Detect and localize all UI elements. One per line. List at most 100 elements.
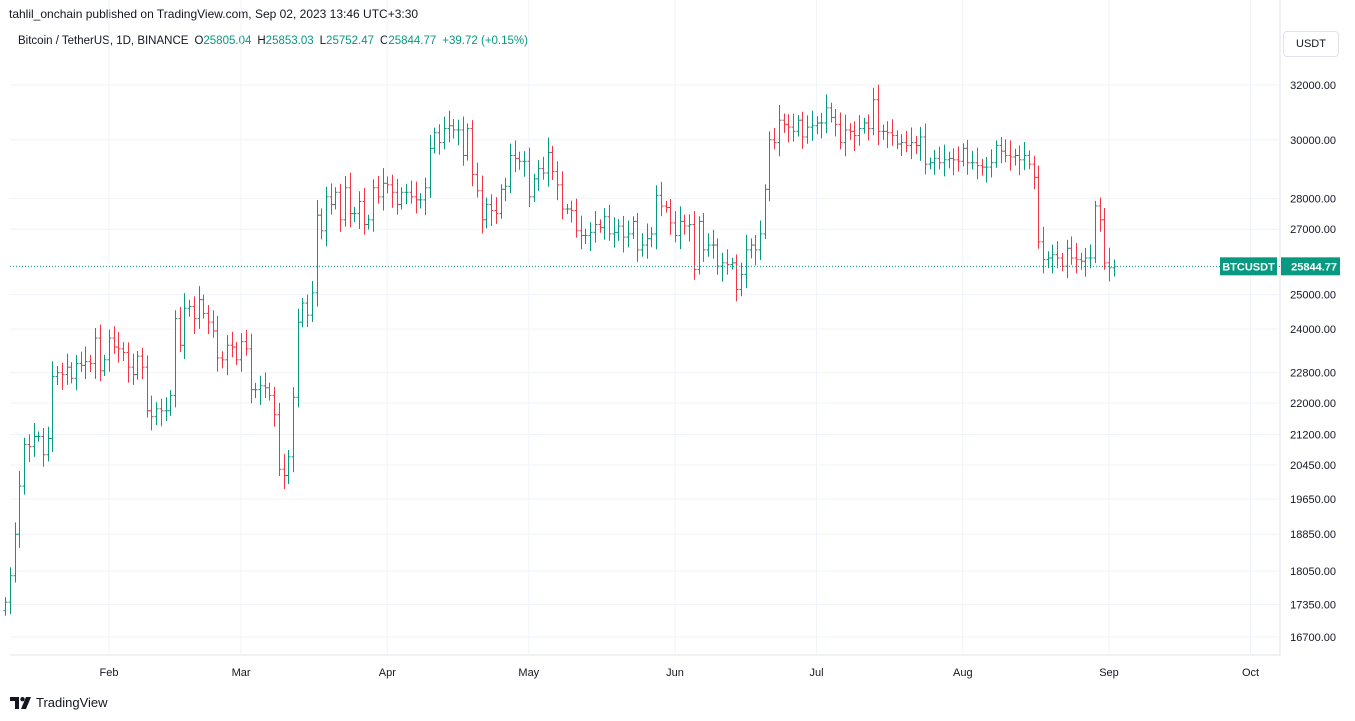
ohlc-bar [980,158,985,176]
ohlc-bar [494,197,499,224]
ohlc-bar [50,361,55,453]
ohlc-bar [517,151,522,170]
ohlc-bar [329,183,334,215]
ohlc-bar [876,84,881,146]
price-tick-label: 18850.00 [1290,529,1336,541]
ohlc-bar [234,341,239,365]
ohlc-bar [315,200,320,307]
ohlc-bar [116,331,121,363]
ohlc-bar [749,238,754,259]
ohlc-bar [8,567,13,615]
ohlc-bar [381,168,386,211]
ohlc-bar [1074,242,1079,274]
price-tick-label: 21200.00 [1290,429,1336,441]
chart-grid [10,0,1281,656]
ohlc-bar [168,390,173,416]
ohlc-bar [451,118,456,139]
ohlc-bar [1027,150,1032,170]
time-tick-label: Oct [1242,667,1259,679]
currency-button[interactable]: USDT [1283,31,1339,57]
change-value: +39.72 (+0.15%) [442,35,528,47]
ohlc-bar [1098,197,1103,232]
price-tick-label: 17350.00 [1290,600,1336,612]
ohlc-bar [928,157,933,170]
ohlc-bar [871,87,876,136]
ohlc-bar [574,198,579,238]
ohlc-bar [182,293,187,359]
ohlc-bar [102,354,107,376]
ohlc-bar [984,156,989,183]
ohlc-bar [715,238,720,275]
ohlc-bar [829,102,834,123]
ohlc-bar [404,183,409,205]
ohlc-bar [711,229,716,259]
ohlc-bar [612,217,617,248]
ohlc-bar [989,149,994,178]
ohlc-bar [159,398,164,427]
ohlc-bar [46,426,51,462]
ohlc-bar [499,184,504,219]
ohlc-bar [527,147,532,208]
ohlc-bar [1060,252,1065,272]
ohlc-bar [140,347,145,380]
ohlc-bar [244,329,249,356]
tradingview-brand[interactable]: TradingView [10,695,108,710]
ohlc-bar [201,294,206,319]
ohlc-bar [36,431,41,442]
ohlc-bar [965,139,970,175]
ohlc-bar [885,121,890,149]
ohlc-bar [371,179,376,232]
ohlc-bar [423,177,428,216]
ohlc-bar [673,211,678,243]
ohlc-bar [206,304,211,335]
ohlc-bar [362,187,367,235]
price-tick-label: 25000.00 [1290,290,1336,302]
last-price-tag: BTCUSDT 25844.77 [1220,257,1340,276]
ohlc-bar [366,214,371,230]
ohlc-bar [225,335,230,376]
ohlc-bar [970,150,975,170]
ohlc-bar [659,181,664,217]
ohlc-bar [1107,247,1112,282]
ohlc-bar [815,116,820,135]
ohlc-bar [852,121,857,151]
ohlc-bar [805,115,810,144]
ohlc-bar [135,351,140,380]
ohlc-bar [975,147,980,180]
ohlc-bar [215,315,220,372]
ohlc-bar [83,346,88,380]
ohlc-bar [178,306,183,353]
ohlc-bar [107,329,112,372]
ohlc-bar [777,105,782,157]
ohlc-bar [126,342,131,383]
ohlc-bar [98,324,103,382]
ohlc-bar [13,522,18,583]
ohlc-bar [772,127,777,150]
ohlc-bar [621,215,626,253]
ohlc-bar [432,127,437,154]
ohlc-bar [947,151,952,169]
ohlc-bar [881,124,886,140]
price-tag-value: 25844.77 [1291,261,1337,273]
low-value: 25752.47 [326,35,375,47]
ohlc-bar [348,172,353,228]
ohlc-bar [866,114,871,141]
ohlc-bar [291,387,296,473]
ohlc-bar [399,187,404,210]
ohlc-bar [730,257,735,270]
price-tick-label: 28000.00 [1290,193,1336,205]
ohlc-bar [145,355,150,418]
ohlc-bar [310,281,315,322]
ohlc-bar [74,355,79,391]
ohlc-bar [664,200,669,213]
ohlc-bar [55,365,60,385]
ohlc-bar [1017,145,1022,176]
ohlc-bar [786,114,791,143]
ohlc-bar [343,175,348,227]
ohlc-bar [791,113,796,142]
ohlc-bar [522,151,527,177]
ohlc-bar [239,333,244,372]
ohlc-bar [395,178,400,215]
ohlc-bar [272,386,277,427]
